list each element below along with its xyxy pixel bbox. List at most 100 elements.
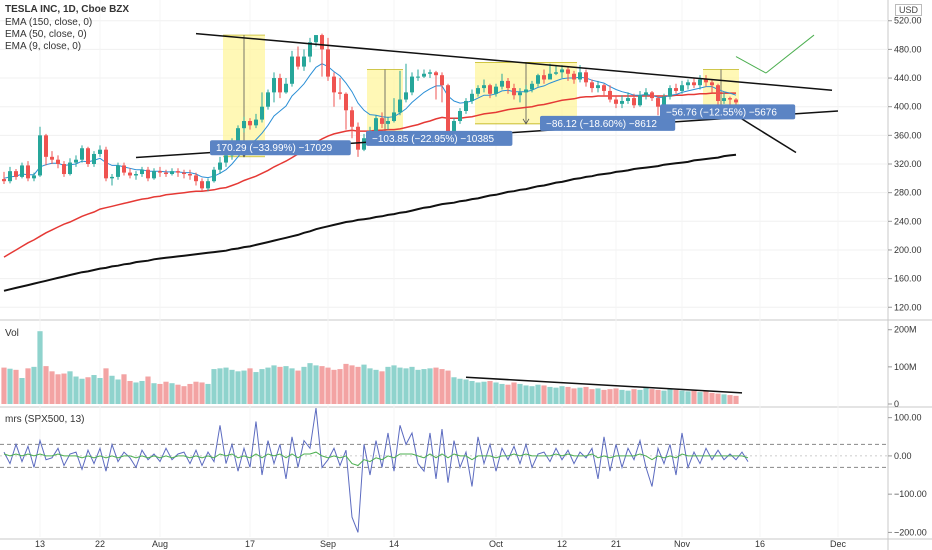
candle-body: [56, 159, 60, 164]
volume-bar: [61, 373, 67, 404]
volume-bar: [415, 369, 421, 404]
volume-bar: [157, 383, 163, 404]
mrs-signal-line: [3, 451, 749, 467]
volume-bar: [649, 389, 655, 404]
candle-body: [566, 69, 570, 74]
candle-body: [62, 164, 66, 175]
volume-bar: [79, 378, 85, 404]
volume-bar: [385, 366, 391, 404]
candle-body: [638, 95, 642, 106]
measure-label: 170.29 (−33.99%) −17029: [216, 143, 333, 154]
price-tick-label: 520.00: [894, 16, 922, 26]
volume-bar: [553, 387, 559, 404]
volume-bar: [235, 371, 241, 404]
time-tick-label: 14: [389, 539, 399, 549]
candle-body: [116, 165, 120, 177]
volume-bar: [463, 379, 469, 404]
candle-body: [710, 82, 714, 86]
candle-body: [608, 90, 612, 100]
axes: 520.00 480.00 440.00 400.00 360.00 320.00 280.…: [35, 16, 927, 549]
volume-bar: [643, 387, 649, 404]
volume-bar: [19, 378, 25, 404]
candle-body: [512, 88, 516, 96]
candle-body: [542, 75, 546, 80]
candle-body: [362, 138, 366, 150]
volume-bar: [7, 368, 13, 404]
volume-trendline: [465, 376, 743, 394]
volume-bar: [295, 370, 301, 404]
time-tick-label: 16: [755, 539, 765, 549]
volume-bar: [133, 382, 139, 404]
measure-label-bg: [660, 104, 796, 120]
volume-bar: [325, 367, 331, 404]
candle-body: [476, 88, 480, 94]
volume-bar: [175, 384, 181, 404]
volume-tick-label: 200M: [894, 325, 917, 335]
candle-body: [536, 75, 540, 84]
volume-bar: [193, 381, 199, 404]
volume-bar: [541, 385, 547, 404]
volume-bar: [331, 369, 337, 404]
trendline: [735, 114, 797, 154]
candle-body: [626, 98, 630, 101]
candle-body: [14, 171, 18, 177]
candle-body: [92, 153, 96, 164]
volume-bar: [217, 368, 223, 404]
volume-bar: [265, 367, 271, 404]
candle-body: [446, 85, 450, 136]
volume-bar: [73, 376, 79, 404]
volume-bar: [445, 370, 451, 404]
currency-badge[interactable]: USD: [894, 4, 922, 16]
candle-body: [656, 98, 660, 107]
volume-bar: [403, 368, 409, 404]
volume-bar: [733, 395, 739, 404]
chart-title: TESLA INC, 1D, Cboe BZX: [5, 4, 130, 15]
price-tick-label: 320.00: [894, 159, 922, 169]
volume-bar: [277, 366, 283, 404]
candle-body: [452, 121, 456, 136]
candle-body: [26, 165, 30, 179]
candle-body: [458, 110, 462, 122]
candle-body: [290, 56, 294, 84]
volume-bar: [529, 386, 535, 404]
candle-body: [272, 78, 276, 93]
volume-bar: [223, 367, 229, 404]
mrs-tick-label: −200.00: [894, 527, 927, 537]
price-tick-label: 400.00: [894, 102, 922, 112]
candle-body: [674, 88, 678, 91]
candle-body: [590, 82, 594, 89]
candle-body: [110, 176, 114, 179]
volume-bar: [43, 366, 49, 404]
candle-body: [410, 76, 414, 93]
candle-body: [506, 80, 510, 89]
volume-bar: [655, 389, 661, 404]
volume-bar: [205, 383, 211, 404]
volume-bar: [505, 384, 511, 404]
volume-bar: [289, 368, 295, 404]
volume-bar: [625, 390, 631, 404]
candle-body: [614, 99, 618, 104]
volume-bar: [103, 368, 109, 404]
candle-body: [170, 171, 174, 175]
volume-bar: [247, 368, 253, 404]
volume-bar: [565, 386, 571, 404]
candles[interactable]: [2, 33, 738, 192]
volume-bar: [511, 382, 517, 404]
candle-body: [326, 49, 330, 77]
candle-body: [314, 35, 318, 43]
volume-bar: [211, 369, 217, 404]
volume-bar: [433, 367, 439, 404]
candle-body: [692, 82, 696, 86]
candle-body: [386, 121, 390, 124]
candle-body: [266, 92, 270, 107]
volume-bar: [229, 369, 235, 404]
volume-bar: [115, 379, 121, 404]
candle-body: [122, 165, 126, 173]
candle-body: [644, 92, 648, 96]
volume-bar: [349, 365, 355, 404]
candle-body: [680, 85, 684, 91]
candle-body: [152, 171, 156, 179]
candle-body: [500, 80, 504, 87]
volume-bar: [181, 386, 187, 404]
volume-bar: [25, 368, 31, 404]
